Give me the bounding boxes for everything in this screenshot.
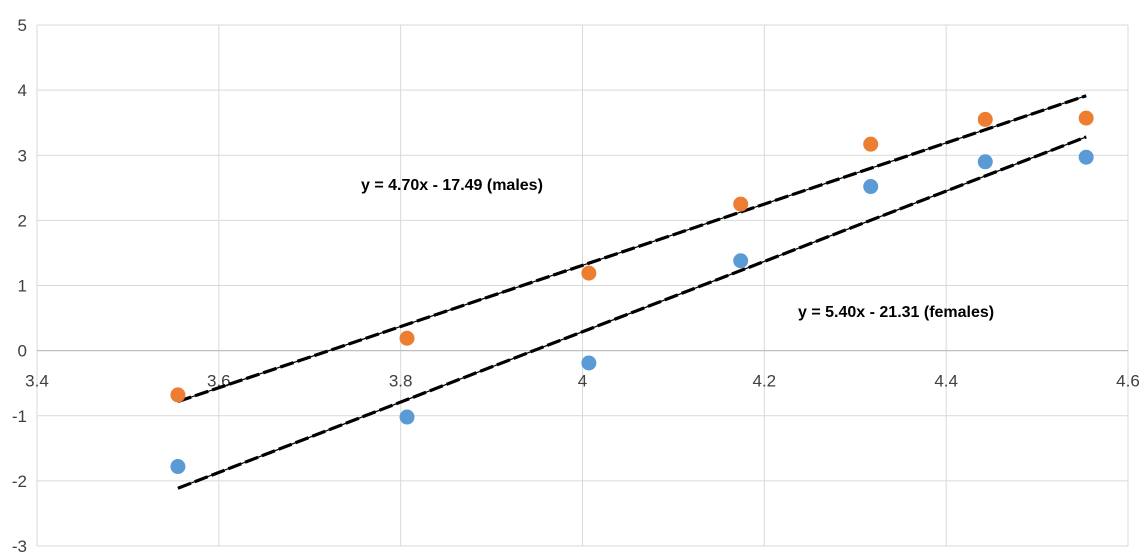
data-point-males bbox=[733, 196, 749, 212]
trendline-females bbox=[177, 135, 1087, 490]
data-point-females bbox=[581, 355, 597, 371]
x-tick-label: 4.6 bbox=[1116, 372, 1140, 391]
data-point-females bbox=[733, 253, 749, 269]
data-point-males bbox=[1078, 110, 1094, 126]
x-tick-label: 4.2 bbox=[753, 372, 777, 391]
trendline-males bbox=[177, 94, 1087, 404]
data-point-females bbox=[399, 409, 415, 425]
y-tick-label: 5 bbox=[18, 16, 27, 35]
y-tick-label: 4 bbox=[18, 81, 27, 100]
trendline-equation-males: y = 4.70x - 17.49 (males) bbox=[361, 177, 543, 194]
data-point-males bbox=[581, 265, 597, 281]
data-points bbox=[170, 110, 1094, 475]
x-tick-label: 3.8 bbox=[389, 372, 413, 391]
trendline-equation-females: y = 5.40x - 21.31 (females) bbox=[798, 304, 994, 321]
x-tick-label: 4 bbox=[578, 372, 587, 391]
data-point-females bbox=[863, 179, 879, 195]
data-point-females bbox=[170, 459, 186, 475]
y-tick-label: 3 bbox=[18, 146, 27, 165]
x-tick-label: 4.4 bbox=[934, 372, 958, 391]
x-tick-label: 3.4 bbox=[25, 372, 49, 391]
y-tick-label: -3 bbox=[12, 537, 27, 554]
data-point-females bbox=[977, 154, 993, 170]
data-point-females bbox=[1078, 149, 1094, 165]
data-point-males bbox=[863, 136, 879, 152]
data-point-males bbox=[977, 111, 993, 127]
y-tick-label: 1 bbox=[18, 277, 27, 296]
y-tick-label: 0 bbox=[18, 342, 27, 361]
y-tick-label: -1 bbox=[12, 407, 27, 426]
gridlines bbox=[36, 24, 1129, 547]
data-point-males bbox=[399, 330, 415, 346]
trendlines bbox=[177, 94, 1087, 490]
data-point-males bbox=[170, 387, 186, 403]
y-tick-label: 2 bbox=[18, 211, 27, 230]
y-tick-label: -2 bbox=[12, 472, 27, 491]
